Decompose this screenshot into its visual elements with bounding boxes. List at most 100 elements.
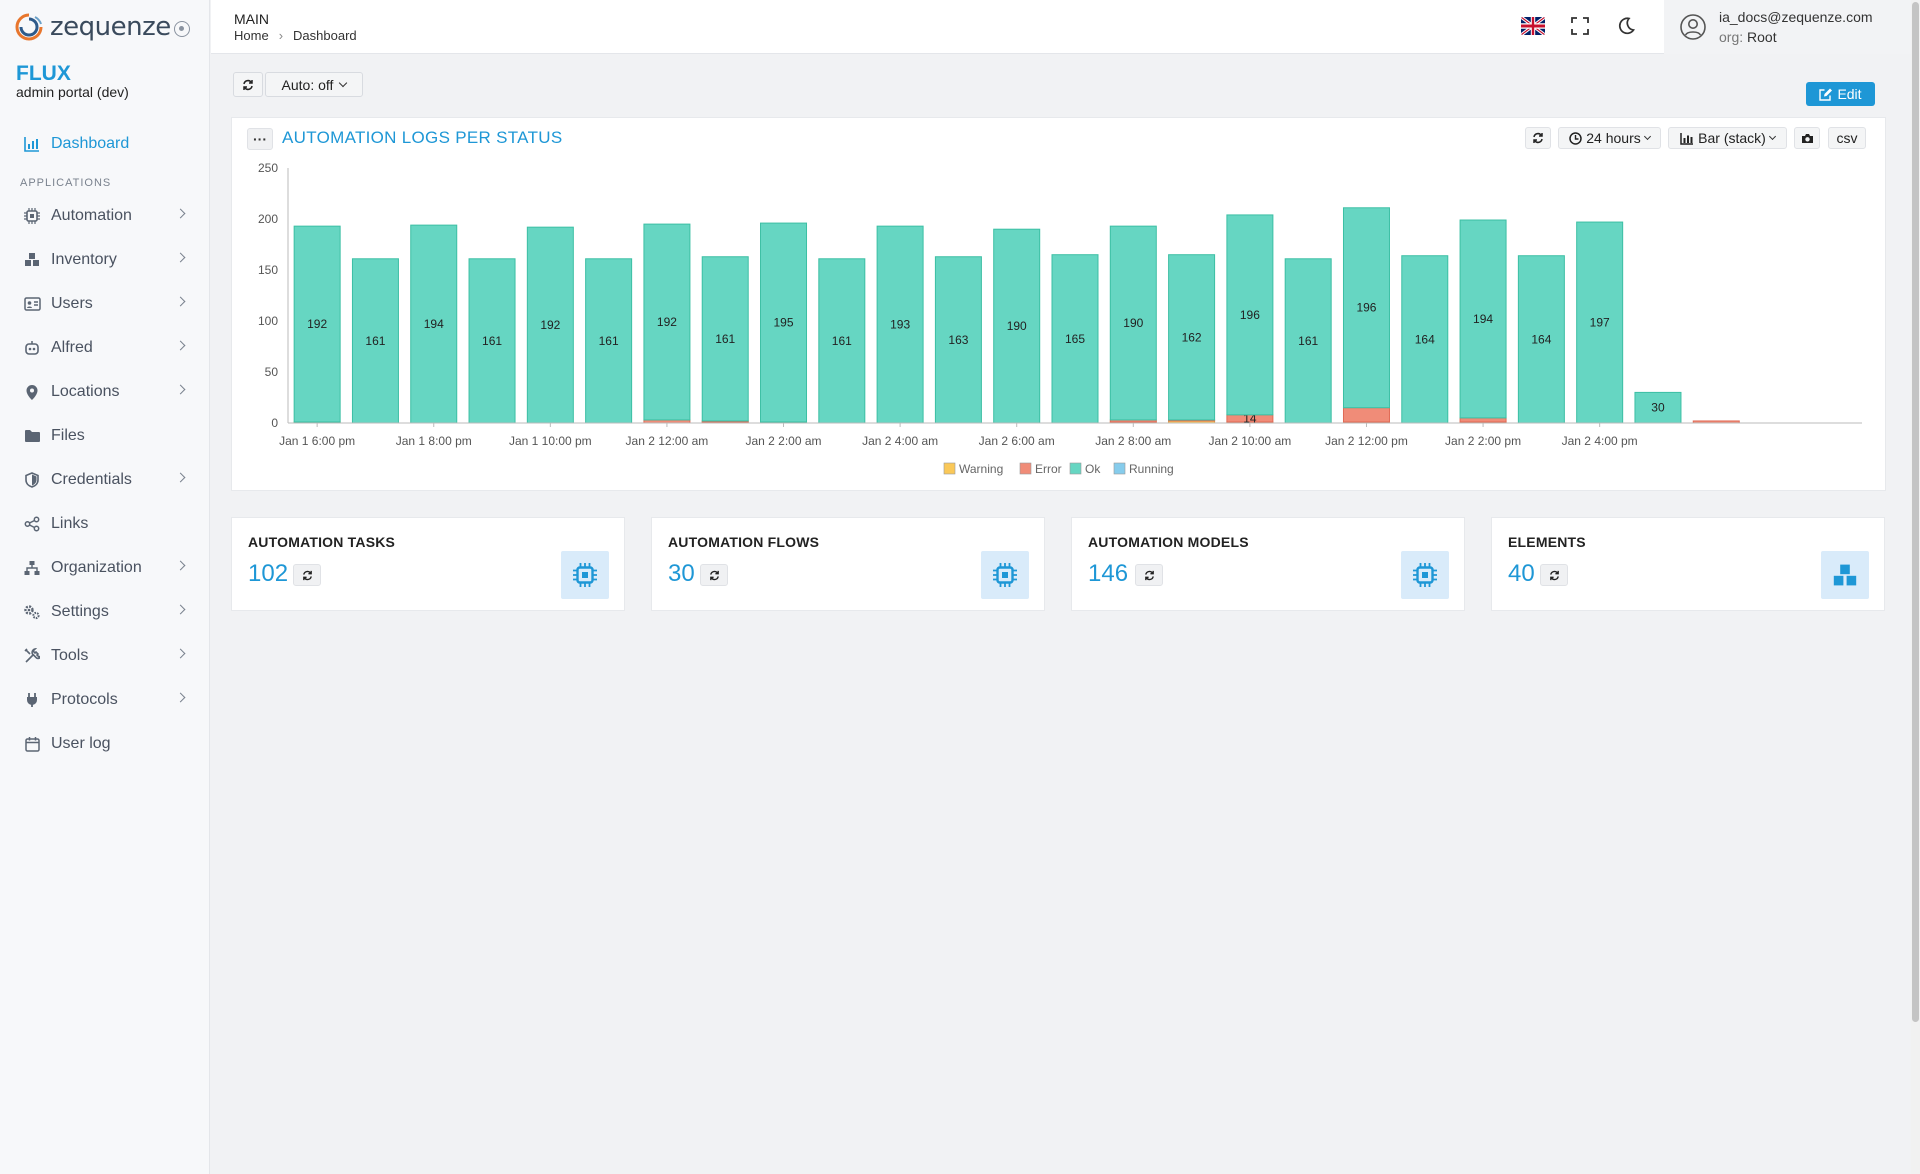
page-scrollbar[interactable]: [1911, 0, 1920, 1174]
chevron-right-icon: ›: [278, 28, 284, 43]
sidebar-item-files[interactable]: Files: [0, 414, 210, 458]
bar-data-label: 161: [832, 334, 852, 348]
bar-segment-ok: [351, 258, 399, 424]
y-tick-label: 250: [258, 161, 278, 175]
bar-data-label: 163: [948, 333, 968, 347]
org-value: Root: [1747, 29, 1777, 45]
user-org: org: Root: [1719, 29, 1777, 45]
sidebar-item-automation[interactable]: Automation: [0, 194, 210, 238]
sidebar-item-label: Automation: [51, 207, 132, 224]
bar-segment-ok: [993, 228, 1041, 424]
legend-label-running: Running: [1129, 462, 1174, 476]
chip-icon: [573, 563, 597, 587]
sidebar-item-settings[interactable]: Settings: [0, 590, 210, 634]
sidebar-item-tools[interactable]: Tools: [0, 634, 210, 678]
stat-icon-box: [1821, 551, 1869, 599]
csv-button[interactable]: csv: [1828, 127, 1866, 149]
stat-refresh-button[interactable]: [293, 564, 321, 586]
x-tick-label: Jan 1 10:00 pm: [509, 434, 592, 448]
bar-data-label: 161: [365, 334, 385, 348]
bar-data-label: 164: [1415, 332, 1435, 346]
x-tick-label: Jan 2 6:00 am: [979, 434, 1055, 448]
time-range-dropdown[interactable]: 24 hours: [1558, 127, 1661, 149]
sidebar-item-inventory[interactable]: Inventory: [0, 238, 210, 282]
csv-label: csv: [1836, 130, 1858, 146]
more-options-button[interactable]: ···: [247, 128, 273, 150]
bar-data-label: 165: [1065, 332, 1085, 346]
moon-icon[interactable]: [1616, 16, 1636, 36]
sidebar-item-label: Dashboard: [51, 135, 130, 152]
x-tick-label: Jan 2 2:00 pm: [1445, 434, 1521, 448]
auto-refresh-dropdown[interactable]: Auto: off: [265, 72, 363, 97]
breadcrumb-current: Dashboard: [293, 28, 357, 43]
chip-icon: [23, 207, 41, 225]
y-tick-label: 0: [271, 416, 278, 430]
sidebar-item-locations[interactable]: Locations: [0, 370, 210, 414]
chart-type-label: Bar (stack): [1698, 130, 1766, 146]
bar-data-label: 194: [1473, 312, 1493, 326]
legend-label-error: Error: [1035, 462, 1062, 476]
stat-refresh-button[interactable]: [1135, 564, 1163, 586]
chart-refresh-button[interactable]: [1525, 127, 1551, 149]
edit-button[interactable]: Edit: [1806, 82, 1875, 106]
x-tick-label: Jan 2 4:00 am: [862, 434, 938, 448]
stat-title: AUTOMATION TASKS: [248, 534, 396, 550]
refresh-button[interactable]: [233, 72, 263, 97]
sidebar-item-credentials[interactable]: Credentials: [0, 458, 210, 502]
chevron-right-icon: [175, 340, 186, 351]
chevron-down-icon: [339, 78, 348, 87]
bar-data-label: 195: [774, 316, 794, 330]
sidebar: zequenze FLUX admin portal (dev) Dashboa…: [0, 0, 210, 1174]
sidebar-item-user-log[interactable]: User log: [0, 722, 210, 766]
scrollbar-thumb[interactable]: [1912, 2, 1919, 1022]
logo[interactable]: zequenze: [14, 12, 171, 42]
automation-logs-chart: 0 50 100 150 200 250 192 161 194 161 192 161 192 161 1…: [258, 161, 1862, 476]
id-card-icon: [23, 295, 41, 313]
refresh-icon: [709, 570, 719, 580]
stat-value: 40: [1508, 560, 1535, 587]
pin-sidebar-icon[interactable]: [174, 21, 190, 37]
sidebar-item-label: Credentials: [51, 471, 132, 488]
screenshot-button[interactable]: [1794, 127, 1820, 149]
shield-icon: [23, 471, 41, 489]
sidebar-item-label: Users: [51, 295, 93, 312]
sidebar-item-links[interactable]: Links: [0, 502, 210, 546]
sidebar-item-protocols[interactable]: Protocols: [0, 678, 210, 722]
camera-icon: [1801, 133, 1813, 143]
x-tick-label: Jan 2 12:00 am: [626, 434, 709, 448]
stat-refresh-button[interactable]: [1540, 564, 1568, 586]
breadcrumb-home[interactable]: Home: [234, 28, 269, 43]
refresh-icon: [1533, 132, 1543, 144]
sidebar-item-dashboard[interactable]: Dashboard: [0, 122, 210, 166]
chip-icon: [993, 563, 1017, 587]
bar-data-label: 190: [1007, 319, 1027, 333]
chip-icon: [1413, 563, 1437, 587]
x-tick-label: Jan 1 8:00 pm: [396, 434, 472, 448]
x-tick-label: Jan 2 8:00 am: [1095, 434, 1171, 448]
chevron-right-icon: [175, 472, 186, 483]
sidebar-item-users[interactable]: Users: [0, 282, 210, 326]
legend-swatch-error: [1019, 462, 1032, 475]
boxes-icon: [1833, 564, 1857, 586]
bar-segment-ok: [701, 256, 749, 422]
stat-icon-box: [981, 551, 1029, 599]
chart-type-dropdown[interactable]: Bar (stack): [1668, 127, 1787, 149]
time-range-label: 24 hours: [1586, 130, 1641, 146]
uk-flag-icon[interactable]: [1521, 17, 1545, 35]
bar-segment-error: [1342, 407, 1390, 423]
fullscreen-icon[interactable]: [1571, 17, 1589, 35]
calendar-icon: [23, 735, 41, 753]
refresh-icon: [1144, 570, 1154, 580]
stat-refresh-button[interactable]: [700, 564, 728, 586]
bar-data-label: 192: [540, 318, 560, 332]
stat-icon-box: [1401, 551, 1449, 599]
sidebar-item-label: Inventory: [51, 251, 117, 268]
bar-segment-ok: [1459, 219, 1507, 419]
bar-data-label: 192: [307, 317, 327, 331]
sidebar-item-alfred[interactable]: Alfred: [0, 326, 210, 370]
sidebar-item-label: Files: [51, 427, 85, 444]
x-tick-label: Jan 2 4:00 pm: [1562, 434, 1638, 448]
sidebar-item-organization[interactable]: Organization: [0, 546, 210, 590]
user-menu[interactable]: ia_docs@zequenze.com org: Root: [1664, 0, 1920, 54]
stat-card-automation-flows: AUTOMATION FLOWS 30: [651, 517, 1045, 611]
